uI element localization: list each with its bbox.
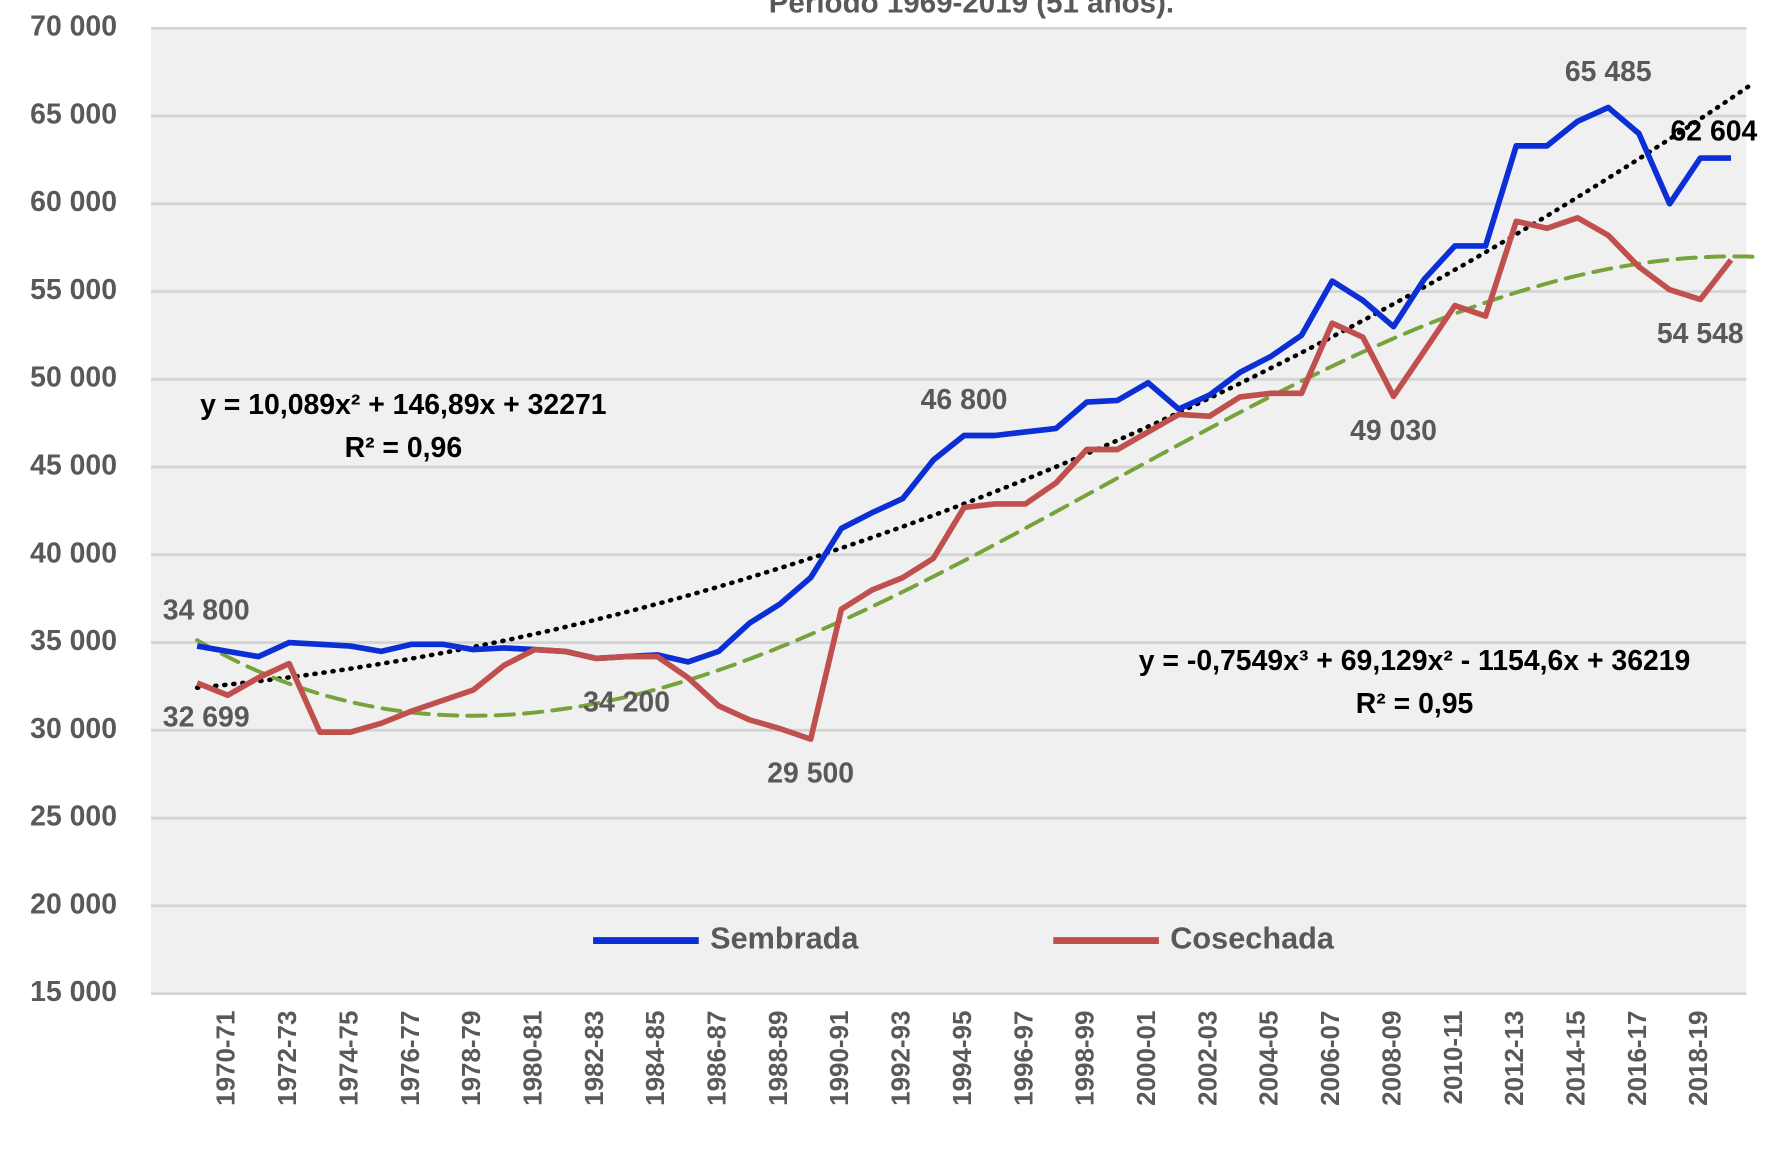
y-tick-label: 30 000 [30,712,117,744]
trendline-r2: R² = 0,96 [345,431,463,463]
y-tick-label: 60 000 [30,185,117,217]
x-tick-label: 1980-81 [517,1011,547,1106]
trendline-r2: R² = 0,95 [1356,687,1474,719]
x-tick-label: 1998-99 [1070,1011,1100,1106]
legend-label: Sembrada [710,922,859,956]
y-tick-label: 40 000 [30,536,117,568]
x-tick-label: 1976-77 [395,1011,425,1106]
x-tick-label: 1990-91 [824,1011,854,1106]
x-tick-label: 1972-73 [272,1011,302,1106]
x-tick-label: 1986-87 [701,1011,731,1106]
x-tick-label: 2018-19 [1683,1011,1713,1106]
data-label: 49 030 [1350,414,1437,446]
x-tick-label: 1984-85 [640,1011,670,1106]
legend-label: Cosechada [1170,922,1335,956]
data-label: 62 604 [1671,115,1758,147]
x-tick-label: 2000-01 [1131,1011,1161,1106]
y-tick-label: 70 000 [30,10,117,42]
y-tick-label: 35 000 [30,624,117,656]
y-tick-label: 65 000 [30,98,117,130]
x-tick-label: 2010-11 [1438,1011,1468,1105]
y-tick-label: 45 000 [30,449,117,481]
x-tick-label: 2012-13 [1499,1011,1529,1106]
series-line [196,104,1731,665]
x-tick-label: 1988-89 [763,1011,793,1106]
y-tick-label: 25 000 [30,800,117,832]
x-tick-label: 2008-09 [1376,1011,1406,1106]
trendline [195,254,1757,718]
trendline-equation: y = 10,089x² + 146,89x + 32271 [200,388,606,420]
x-tick-label: 2006-07 [1315,1011,1345,1106]
x-tick-label: 1978-79 [456,1011,486,1106]
data-label: 46 800 [921,383,1008,415]
x-tick-label: 1994-95 [947,1011,977,1106]
trendline-equation: y = -0,7549x³ + 69,129x² - 1154,6x + 362… [1139,644,1691,676]
x-tick-label: 2004-05 [1254,1011,1284,1106]
x-tick-label: 2016-17 [1622,1011,1652,1106]
data-label: 32 699 [163,701,250,733]
data-label: 54 548 [1657,317,1744,349]
x-tick-label: 2014-15 [1560,1011,1590,1106]
x-tick-label: 1970-71 [211,1011,241,1106]
x-tick-label: 1974-75 [333,1011,363,1106]
data-label: 34 800 [163,594,250,626]
y-tick-label: 55 000 [30,273,117,305]
x-tick-label: 1996-97 [1008,1011,1038,1106]
x-tick-label: 2002-03 [1192,1011,1222,1106]
x-tick-label: 1982-83 [579,1011,609,1106]
trendline [194,80,1757,691]
y-tick-label: 20 000 [30,887,117,919]
x-tick-label: 1992-93 [886,1011,916,1106]
y-tick-label: 50 000 [30,361,117,393]
data-label: 29 500 [767,757,854,789]
data-label: 34 200 [583,686,670,718]
data-label: 65 485 [1565,55,1652,87]
y-tick-label: 15 000 [30,975,117,1007]
series-line [196,214,1734,742]
chart-title: Período 1969-2019 (51 años). [769,0,1174,19]
